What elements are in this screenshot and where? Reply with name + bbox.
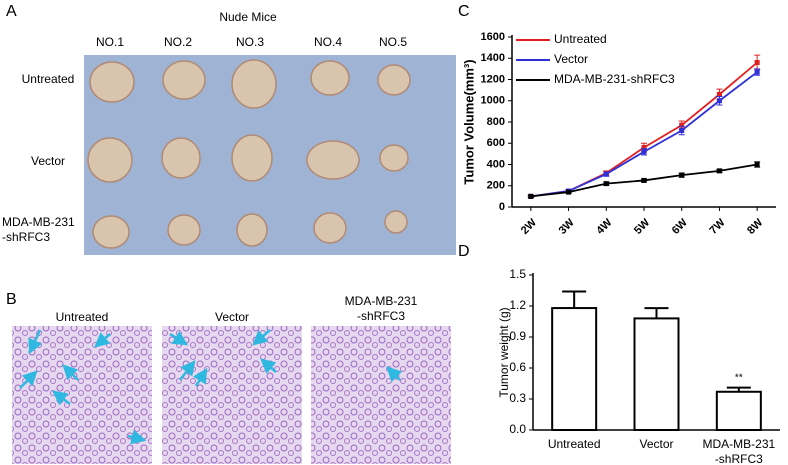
y-tick-label: 0 bbox=[499, 201, 505, 213]
x-tick-label: 6W bbox=[670, 216, 691, 237]
row-label: Vector bbox=[31, 154, 65, 168]
panel-label: D bbox=[458, 243, 470, 260]
point bbox=[641, 149, 647, 155]
y-tick-label: 400 bbox=[487, 158, 505, 170]
x-tick-label: Vector bbox=[639, 437, 673, 451]
point bbox=[716, 98, 722, 104]
legend-label: Vector bbox=[554, 52, 588, 66]
annotation: ** bbox=[735, 372, 743, 383]
row-label: MDA-MB-231 -shRFC3 bbox=[2, 215, 75, 244]
point bbox=[641, 177, 647, 183]
column-label: NO.5 bbox=[379, 35, 407, 49]
point bbox=[603, 181, 609, 187]
y-tick-label: 1200 bbox=[481, 73, 505, 85]
point bbox=[754, 162, 760, 167]
y-tick-label: 800 bbox=[487, 116, 505, 128]
point bbox=[754, 60, 760, 65]
row-label: Untreated bbox=[22, 72, 75, 86]
point bbox=[716, 91, 722, 97]
y-tick-label: 200 bbox=[487, 180, 505, 192]
x-tick-label: Untreated bbox=[548, 437, 601, 451]
photo-title: Nude Mice bbox=[219, 10, 277, 24]
point bbox=[679, 172, 685, 178]
histology-image bbox=[311, 326, 451, 464]
y-tick-label: 1.5 bbox=[509, 267, 526, 281]
arrows bbox=[19, 329, 403, 445]
bar bbox=[633, 317, 680, 431]
y-tick-label: 1600 bbox=[481, 31, 505, 43]
panel-label: C bbox=[458, 3, 470, 20]
column-label: NO.4 bbox=[314, 35, 342, 49]
x-tick-label: 2W bbox=[519, 216, 540, 237]
y-axis-label: Tumor weight (g) bbox=[497, 307, 511, 397]
bar bbox=[551, 307, 598, 432]
point bbox=[528, 193, 534, 199]
y-tick-label: 0.0 bbox=[509, 422, 526, 436]
y-tick-label: 1.2 bbox=[509, 298, 526, 312]
y-tick-label: 1400 bbox=[481, 52, 505, 64]
column-label: NO.3 bbox=[236, 35, 264, 49]
point bbox=[679, 128, 685, 133]
legend-label: Untreated bbox=[554, 32, 607, 46]
bar bbox=[715, 390, 762, 431]
column-label: NO.1 bbox=[96, 35, 124, 49]
y-axis-label: Tumor Volume(mm³) bbox=[461, 59, 476, 184]
error-bar bbox=[562, 290, 587, 309]
point bbox=[641, 145, 647, 150]
image-label: Vector bbox=[215, 310, 249, 324]
x-tick-label: MDA-MB-231 -shRFC3 bbox=[702, 437, 775, 465]
x-tick-label: 7W bbox=[707, 216, 728, 237]
y-tick-label: 0.9 bbox=[509, 329, 526, 343]
column-label: NO.2 bbox=[164, 35, 192, 49]
point bbox=[716, 168, 722, 174]
point bbox=[603, 171, 609, 177]
y-tick-label: 1000 bbox=[481, 95, 505, 107]
image-label: Untreated bbox=[56, 310, 109, 324]
error-bar bbox=[644, 307, 669, 319]
point bbox=[566, 189, 572, 195]
x-tick-label: 3W bbox=[557, 216, 578, 237]
y-tick-label: 600 bbox=[487, 137, 505, 149]
legend-label: MDA-MB-231-shRFC3 bbox=[554, 72, 675, 86]
point bbox=[679, 122, 685, 128]
x-tick-label: 5W bbox=[632, 216, 653, 237]
point bbox=[754, 69, 760, 75]
panel-label: B bbox=[6, 291, 17, 308]
image-label: MDA-MB-231 -shRFC3 bbox=[345, 294, 418, 323]
x-tick-label: 4W bbox=[594, 216, 615, 237]
panel-label: A bbox=[6, 3, 17, 20]
y-tick-label: 0.6 bbox=[509, 360, 526, 374]
tumor-samples bbox=[87, 59, 411, 249]
x-tick-label: 8W bbox=[745, 216, 766, 237]
y-tick-label: 0.3 bbox=[509, 391, 526, 405]
histology-image bbox=[162, 326, 302, 464]
